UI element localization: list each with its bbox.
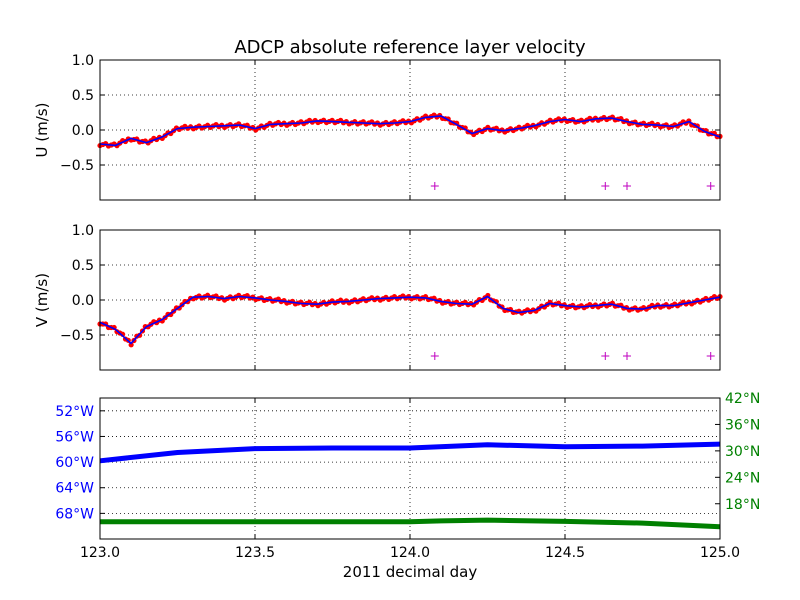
longitude-tick-label: 52°W [55,404,94,420]
u-velocity-panel: −0.5 0.0 0.5 1.0 U (m/s) [33,53,723,201]
axes-frame [99,59,721,201]
x-tick-label: 123.5 [235,545,275,561]
x-axis-label: 2011 decimal day [343,563,478,581]
latitude-tick-label: 18°N [725,497,760,513]
x-tick-label: 123.0 [80,545,120,561]
chart-title: ADCP absolute reference layer velocity [234,37,586,58]
flag-marker [430,352,439,360]
flag-marker [623,182,631,190]
flag-marker [706,352,715,360]
y-tick-label: −0.5 [60,328,94,344]
y-tick-label: 1.0 [72,53,94,69]
longitude-tick-label: 60°W [55,455,94,471]
v-velocity-panel: −0.5 0.0 0.5 1.0 V (m/s) [33,223,723,371]
x-tick-label: 124.0 [390,545,430,561]
flag-marker [430,182,439,190]
y-tick-label: 0.5 [72,258,94,274]
x-tick-label: 124.5 [545,545,585,561]
longitude-series [99,441,721,464]
flag-marker [601,182,610,190]
y-tick-label: 0.0 [72,293,94,309]
y-tick-label: 1.0 [72,223,94,239]
data-point [128,342,134,348]
latitude-tick-label: 24°N [725,470,760,486]
longitude-tick-label: 56°W [55,429,94,445]
position-panel: 123.0 123.5 124.0 124.5 125.0 52°W 56°W 60°W 64°… [55,391,760,561]
latitude-series [100,517,721,530]
y-tick-label: −0.5 [60,158,94,174]
axes-frame [99,229,721,371]
latitude-tick-label: 36°N [725,417,760,433]
longitude-tick-label: 64°W [55,481,94,497]
latitude-tick-label: 42°N [725,391,760,407]
longitude-tick-label: 68°W [55,506,94,522]
flag-marker [623,352,631,360]
axes-frame [99,397,721,540]
y-axis-label: V (m/s) [33,273,51,327]
smoothed-line [99,295,721,345]
y-tick-label: 0.5 [72,88,94,104]
y-tick-label: 0.0 [72,123,94,139]
flag-marker [601,352,610,360]
smoothed-line [99,115,721,147]
latitude-tick-label: 30°N [725,444,760,460]
y-axis-label: U (m/s) [33,103,51,158]
x-tick-label: 125.0 [700,545,740,561]
flag-marker [706,182,715,190]
